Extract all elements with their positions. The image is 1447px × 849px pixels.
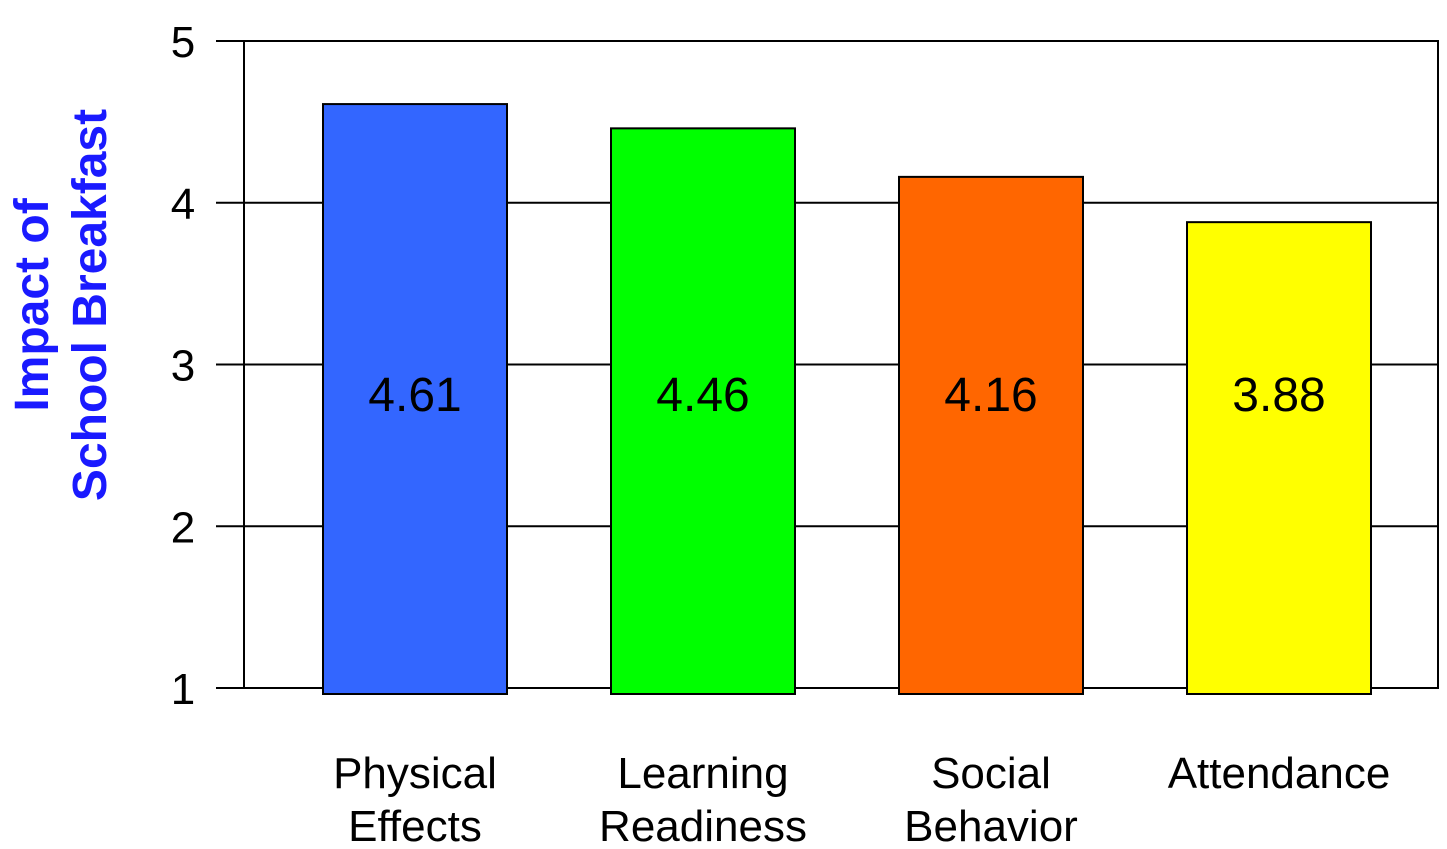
x-category-label: Learning Readiness xyxy=(599,749,807,849)
x-category-label: Social Behavior xyxy=(904,749,1078,849)
y-axis-title: Impact of School Breakfast xyxy=(6,109,117,501)
bar xyxy=(322,103,508,695)
x-category-label-line: Attendance xyxy=(1168,749,1391,798)
y-tick-label: 1 xyxy=(171,665,195,714)
bar-value-label: 4.16 xyxy=(944,369,1037,422)
bar xyxy=(898,175,1084,695)
x-category-label-line: Physical xyxy=(333,749,497,798)
y-tick-label: 3 xyxy=(171,342,195,391)
x-category-label-line: Behavior xyxy=(904,802,1078,849)
x-category-label: Attendance xyxy=(1168,749,1391,798)
y-axis-title-line: Impact of xyxy=(6,197,59,411)
labels: 1 2 3 4 5 4.61 Physical Effects 4.46 Learning Read… xyxy=(6,18,1390,849)
y-axis-title-line: School Breakfast xyxy=(64,109,117,501)
bar-value-label: 4.61 xyxy=(368,369,461,422)
x-category-label-line: Learning xyxy=(617,749,788,798)
y-tick-label: 2 xyxy=(171,503,195,552)
y-tick-label: 4 xyxy=(171,180,195,229)
x-category-label-line: Effects xyxy=(348,802,482,849)
x-category-label-line: Readiness xyxy=(599,802,807,849)
x-category-label-line: Social xyxy=(931,749,1051,798)
bar xyxy=(1186,221,1372,695)
bar-value-label: 3.88 xyxy=(1232,369,1325,422)
y-tick-label: 5 xyxy=(171,18,195,67)
bars xyxy=(322,103,1372,696)
x-category-label: Physical Effects xyxy=(333,749,497,849)
bar xyxy=(610,127,796,696)
bar-value-label: 4.46 xyxy=(656,369,749,422)
